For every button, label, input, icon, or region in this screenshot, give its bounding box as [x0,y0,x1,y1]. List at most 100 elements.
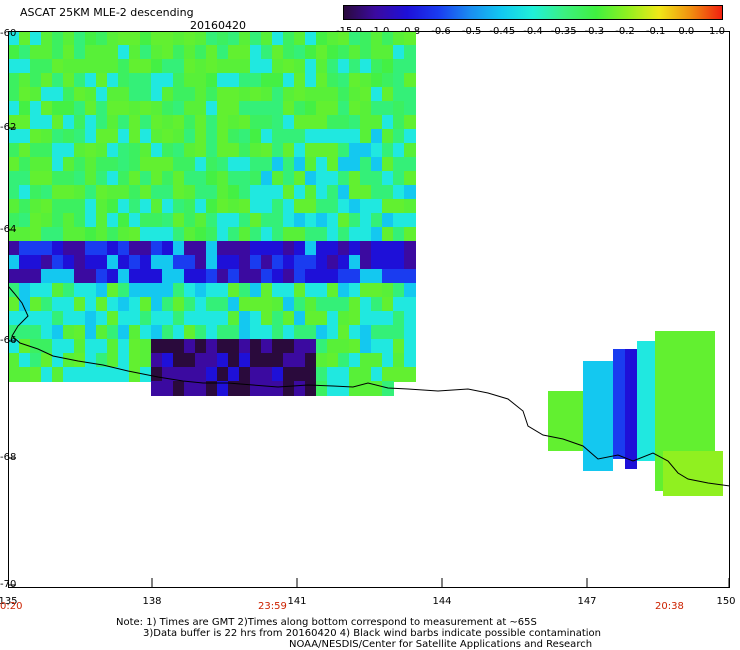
swath-cell [52,73,64,88]
swath-cell [129,367,141,382]
swath-cell [107,339,119,354]
swath-cell [228,325,240,340]
swath-cell [129,255,141,270]
swath-cell [8,311,20,326]
swath-cell [52,115,64,130]
swath-cell [294,59,306,74]
swath-cell [184,45,196,60]
swath-cell [239,199,251,214]
swath-cell [85,353,97,368]
note-line-1: Note: 1) Times are GMT 2)Times along bot… [116,617,537,628]
swath-cell [316,283,328,298]
swath-cell [393,199,405,214]
swath-cell [118,199,130,214]
swath-cell [118,325,130,340]
swath-cell [206,143,218,158]
swath-cell [272,297,284,312]
swath-cell [305,143,317,158]
swath-cell [41,87,53,102]
swath-cell [294,381,306,396]
swath-cell [173,143,185,158]
swath-cell [393,339,405,354]
swath-cell [382,87,394,102]
swath-cell [349,157,361,172]
swath-cell [140,297,152,312]
swath-cell [19,339,31,354]
swath-cell [338,381,350,396]
swath-cell [19,101,31,116]
swath-cell [272,45,284,60]
swath-cell [338,45,350,60]
swath-cell [52,101,64,116]
swath-cell [261,255,273,270]
swath-cell [206,73,218,88]
swath-cell [217,143,229,158]
swath-cell [96,185,108,200]
swath-cell [360,367,372,382]
swath-cell [41,199,53,214]
swath-cell [140,45,152,60]
swath-cell [382,255,394,270]
swath-cell [74,269,86,284]
swath-cell [85,367,97,382]
swath-cell [184,157,196,172]
swath-cell [272,101,284,116]
swath-cell [261,353,273,368]
swath-cell [228,31,240,46]
swath-cell [283,45,295,60]
swath-cell [360,157,372,172]
swath-cell [316,115,328,130]
swath-cell [195,171,207,186]
swath-cell [195,31,207,46]
swath-cell [305,227,317,242]
swath-cell [316,185,328,200]
swath-cell [305,87,317,102]
swath-cell [338,199,350,214]
swath-cell [96,59,108,74]
swath-cell [118,73,130,88]
swath-cell [272,171,284,186]
swath-cell [85,171,97,186]
swath-cell [140,227,152,242]
swath-cell [30,283,42,298]
swath-cell [173,269,185,284]
swath-cell [305,73,317,88]
swath-cell [129,297,141,312]
swath-cell [217,255,229,270]
swath-cell [74,185,86,200]
swath-cell [173,185,185,200]
swath-cell [74,213,86,228]
swath-cell [63,31,75,46]
swath-cell [272,339,284,354]
swath-cell [41,297,53,312]
swath-cell [184,101,196,116]
swath-cell [283,283,295,298]
swath-cell [393,269,405,284]
swath-cell [63,87,75,102]
swath-cell [118,129,130,144]
swath-cell [316,297,328,312]
swath-cell [140,283,152,298]
swath-cell [217,185,229,200]
swath-cell [96,87,108,102]
swath-cell [162,87,174,102]
swath-cell [250,227,262,242]
swath-cell [19,213,31,228]
swath-cell [162,213,174,228]
swath-cell [151,171,163,186]
swath-cell [206,199,218,214]
swath-cell [316,143,328,158]
swath-cell [96,129,108,144]
swath-cell [173,353,185,368]
swath-cell [206,339,218,354]
swath-cell [184,199,196,214]
swath-cell [338,241,350,256]
swath-cell [360,283,372,298]
swath-cell [52,31,64,46]
swath-cell [173,283,185,298]
swath-cell [393,241,405,256]
lat-label: -62 [0,122,17,133]
swath-cell [8,59,20,74]
swath-cell [316,227,328,242]
swath-cell [404,31,416,46]
